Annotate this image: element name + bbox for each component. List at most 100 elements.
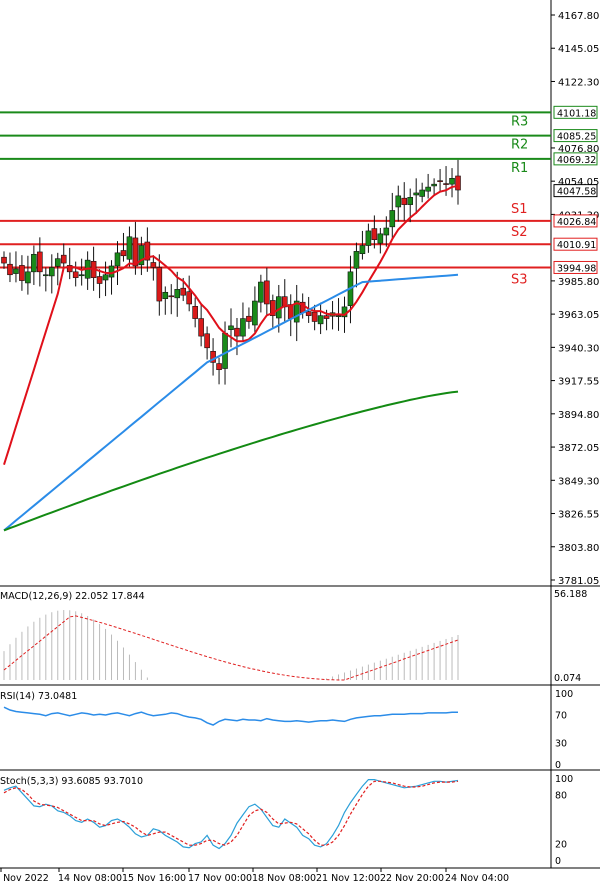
price-tick-label: 3781.05	[558, 576, 599, 587]
candle-body	[353, 251, 360, 269]
price-tag-box	[553, 105, 598, 119]
candle-body	[389, 210, 396, 228]
level-label-s2: S2	[511, 225, 528, 240]
candle-body	[66, 265, 73, 273]
candle-body	[54, 258, 61, 267]
candle-body	[204, 333, 210, 349]
price-tick-label: 3917.55	[558, 377, 599, 388]
ma-slow-line	[3, 390, 459, 532]
price-tick-label: 4076.80	[558, 144, 599, 155]
macd-tick-label: 56.188	[554, 589, 587, 600]
price-tick-label: 3894.80	[558, 410, 599, 421]
candle-body	[114, 252, 121, 267]
price-tick-label: 3872.05	[558, 443, 599, 454]
candle-body	[401, 197, 408, 205]
price-tag-box	[553, 260, 598, 274]
time-tick-label: 24 Nov 04:00	[445, 873, 509, 884]
candle-body	[228, 325, 234, 330]
macd-panel: MACD(12,26,9) 22.052 17.844 56.188 0.074	[0, 586, 600, 686]
candle-body	[120, 250, 127, 257]
candle-body	[293, 300, 300, 323]
candle-body	[186, 291, 192, 305]
candle-body	[335, 315, 342, 317]
candle-body	[168, 295, 175, 298]
candle-body	[43, 274, 49, 277]
candle-body	[395, 195, 402, 208]
candle-body	[210, 350, 216, 363]
price-tag-label: 4026.84	[557, 217, 596, 228]
price-tag-box	[553, 214, 598, 228]
candle-body	[222, 332, 228, 369]
price-tick-label: 3940.30	[558, 343, 599, 354]
candle-body	[19, 265, 25, 281]
price-tag-box	[553, 129, 598, 143]
stoch-k-line	[3, 778, 459, 850]
ma-mid-line	[3, 273, 459, 532]
candle-body	[174, 289, 181, 299]
level-label-r2: R2	[511, 138, 528, 153]
price-tag-box	[553, 184, 598, 198]
rsi-label: RSI(14) 73.0481	[0, 691, 77, 702]
candle-body	[425, 186, 431, 192]
price-tick-label: 3803.80	[558, 543, 599, 554]
time-tick-label: 21 Nov 12:00	[316, 873, 380, 884]
candle-body	[25, 271, 31, 284]
candle-body	[1, 256, 7, 264]
candle-body	[323, 315, 330, 319]
candle-body	[455, 175, 461, 191]
candle-body	[132, 237, 139, 267]
candle-body	[96, 276, 103, 284]
candle-body	[234, 327, 240, 337]
rsi-tick-label: 30	[555, 739, 567, 750]
candle-body	[258, 281, 264, 303]
time-tick-label: 18 Nov 08:00	[252, 873, 316, 884]
main-price-panel: 4167.804145.054122.304076.804054.054031.…	[0, 0, 600, 587]
candle-body	[443, 183, 449, 185]
stochastic-panel: Stoch(5,3,3) 93.6085 93.7010 100 80 20 0	[0, 770, 600, 869]
price-tick-label: 3826.55	[558, 510, 599, 521]
candle-body	[413, 192, 419, 196]
candle-body	[431, 183, 437, 187]
stoch-d-line	[3, 780, 459, 846]
price-tag-box	[553, 237, 598, 251]
price-tag-label: 4047.58	[557, 187, 596, 198]
price-tick-label: 4145.05	[558, 44, 599, 55]
candle-body	[216, 363, 222, 371]
price-tag-label: 4010.91	[557, 240, 596, 251]
stoch-tick-label: 100	[555, 774, 573, 785]
time-tick-label: 14 Nov 08:00	[58, 873, 122, 884]
candle-body	[305, 311, 312, 316]
candle-body	[156, 267, 163, 302]
candle-body	[162, 291, 169, 300]
candle-body	[48, 267, 55, 277]
candle-body	[60, 254, 67, 264]
candle-body	[383, 227, 390, 236]
candle-body	[31, 253, 37, 273]
ma-fast-line	[3, 185, 459, 466]
candle-body	[371, 228, 378, 240]
price-tag-label: 4085.25	[557, 132, 596, 143]
stoch-tick-label: 0	[555, 856, 561, 867]
candle-body	[78, 274, 85, 277]
candle-body	[102, 274, 109, 281]
price-tick-label: 3849.30	[558, 476, 599, 487]
candle-body	[246, 315, 252, 322]
rsi-line	[3, 706, 458, 726]
price-tick-label: 3963.05	[558, 310, 599, 321]
rsi-tick-label: 0	[555, 760, 561, 771]
time-tick-label: 15 Nov 16:00	[122, 873, 186, 884]
candle-body	[126, 236, 133, 260]
candle-body	[317, 315, 324, 325]
candle-body	[13, 268, 19, 274]
price-tick-label: 4054.05	[558, 177, 599, 188]
price-tick-label: 3985.80	[558, 277, 599, 288]
level-label-r3: R3	[511, 114, 528, 129]
time-tick-label: 17 Nov 00:00	[188, 873, 252, 884]
candle-body	[240, 318, 246, 337]
candle-body	[270, 300, 276, 316]
macd-label: MACD(12,26,9) 22.052 17.844	[0, 591, 145, 602]
